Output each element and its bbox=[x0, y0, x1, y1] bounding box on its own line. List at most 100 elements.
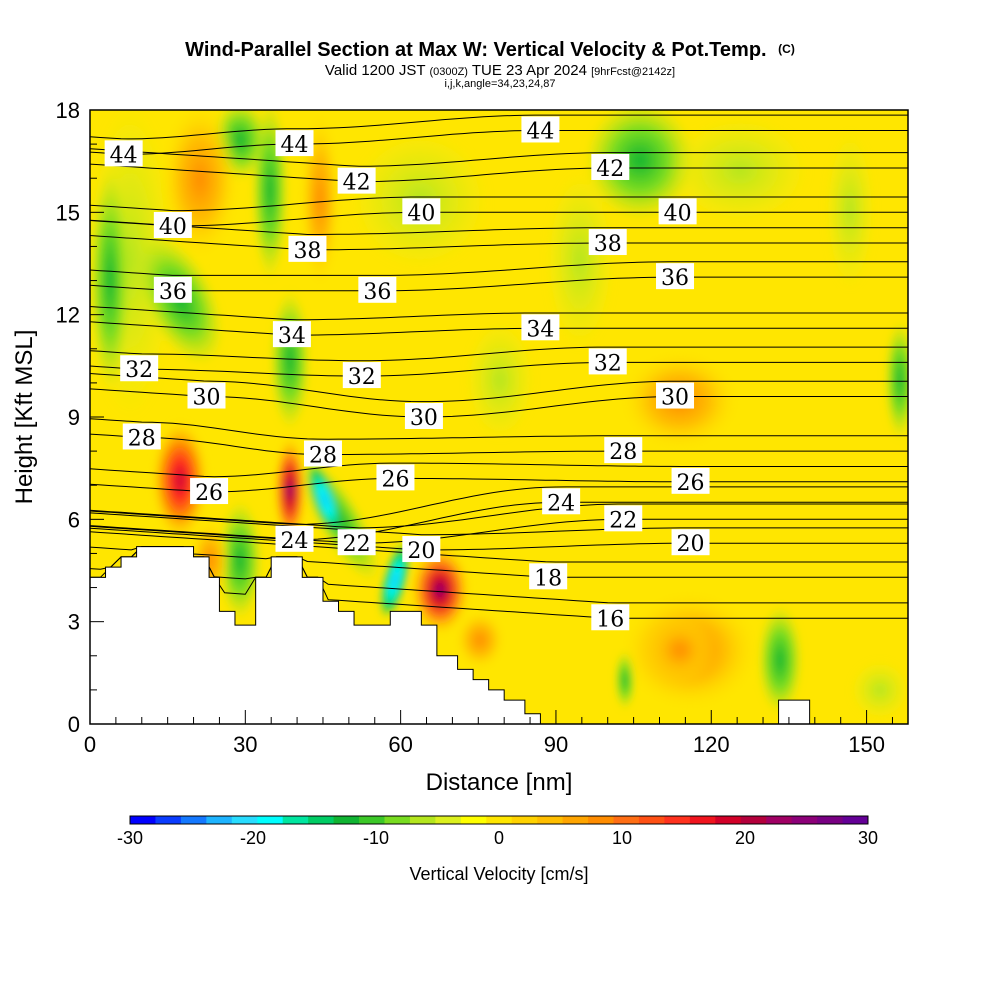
contour-label: 20 bbox=[402, 536, 441, 564]
svg-text:30: 30 bbox=[410, 406, 438, 431]
isentrope-line bbox=[90, 346, 908, 362]
svg-text:26: 26 bbox=[381, 467, 409, 492]
isentrope-line bbox=[90, 321, 908, 336]
colorbar-swatch bbox=[384, 816, 411, 824]
contour-label: 34 bbox=[521, 314, 560, 342]
contour-label: 36 bbox=[153, 276, 192, 305]
colorbar-swatch bbox=[689, 816, 716, 824]
colorbar-tick-label: 0 bbox=[494, 828, 504, 848]
isentrope-line bbox=[90, 518, 908, 544]
isentrope-line bbox=[90, 235, 908, 251]
contour-label: 20 bbox=[671, 529, 710, 557]
theta-isentropes bbox=[90, 114, 908, 619]
svg-text:28: 28 bbox=[128, 426, 156, 451]
svg-text:36: 36 bbox=[661, 266, 689, 291]
colorbar-swatch bbox=[664, 816, 691, 824]
colorbar-swatch bbox=[359, 816, 385, 824]
isentrope-line bbox=[90, 503, 908, 529]
x-tick-label: 60 bbox=[388, 732, 412, 757]
isentrope-line bbox=[90, 211, 908, 227]
contour-label: 28 bbox=[604, 437, 643, 465]
isentrope-line bbox=[90, 276, 908, 292]
svg-text:24: 24 bbox=[281, 529, 309, 554]
svg-text:40: 40 bbox=[159, 215, 187, 240]
x-axis: 0 30 60 90 120 150 bbox=[84, 710, 893, 757]
colorbar-swatch bbox=[511, 816, 538, 824]
contour-label: 36 bbox=[656, 263, 695, 291]
contour-labels: 44 44 44 42 42 40 40 40 38 38 36 36 36 34 34 32 32 32 30 30… bbox=[104, 116, 710, 632]
colorbar-title: Vertical Velocity [cm/s] bbox=[409, 864, 588, 884]
contour-label: 44 bbox=[521, 116, 560, 144]
isentrope-line bbox=[90, 219, 908, 235]
contour-label: 32 bbox=[342, 362, 381, 390]
colorbar-swatch bbox=[842, 816, 869, 824]
isentrope-line bbox=[90, 546, 908, 578]
svg-text:36: 36 bbox=[159, 280, 187, 305]
svg-text:20: 20 bbox=[677, 532, 705, 557]
isentrope-line bbox=[90, 486, 908, 525]
svg-text:28: 28 bbox=[309, 444, 337, 469]
contour-label: 38 bbox=[588, 229, 627, 257]
colorbar: -30 -20 -10 0 10 20 30 bbox=[117, 815, 878, 848]
contour-label: 34 bbox=[272, 321, 311, 349]
contour-label: 40 bbox=[402, 198, 441, 226]
colorbar-swatch bbox=[206, 816, 233, 824]
vertical-velocity-field: 44 44 44 42 42 40 40 40 38 38 36 36 36 34 34 32 32 32 30 30… bbox=[90, 110, 908, 724]
contour-label: 40 bbox=[153, 211, 192, 240]
colorbar-swatch bbox=[333, 816, 360, 824]
isentrope-line bbox=[90, 501, 908, 541]
isentrope-line bbox=[90, 433, 908, 455]
svg-text:32: 32 bbox=[594, 351, 622, 376]
chart-title: Wind-Parallel Section at Max W: Vertical… bbox=[185, 39, 795, 61]
chart-indices: i,j,k,angle=34,23,24,87 bbox=[444, 78, 555, 90]
contour-label: 44 bbox=[275, 130, 314, 158]
colorbar-swatch bbox=[155, 816, 182, 824]
isentrope-line bbox=[90, 306, 908, 321]
colorbar-swatch bbox=[435, 816, 462, 824]
isentrope-line bbox=[90, 148, 908, 167]
y-tick-label: 12 bbox=[56, 303, 80, 328]
contour-label: 28 bbox=[303, 440, 342, 469]
svg-text:24: 24 bbox=[547, 491, 575, 516]
svg-text:36: 36 bbox=[363, 280, 391, 305]
svg-text:30: 30 bbox=[661, 386, 689, 411]
contour-label: 44 bbox=[104, 140, 143, 168]
contour-label: 18 bbox=[529, 563, 568, 591]
svg-text:44: 44 bbox=[110, 143, 138, 168]
x-tick-label: 30 bbox=[233, 732, 257, 757]
svg-text:26: 26 bbox=[677, 471, 705, 496]
svg-text:34: 34 bbox=[526, 317, 554, 342]
contour-label: 22 bbox=[337, 529, 376, 557]
isentrope-line bbox=[90, 388, 908, 418]
svg-text:30: 30 bbox=[192, 386, 220, 411]
svg-text:32: 32 bbox=[348, 365, 376, 390]
y-axis: 0 3 6 9 12 15 18 bbox=[56, 98, 104, 737]
svg-text:44: 44 bbox=[281, 133, 309, 158]
colorbar-swatch bbox=[130, 816, 156, 824]
isentrope-line bbox=[90, 361, 908, 377]
isentrope-line bbox=[90, 418, 908, 440]
contour-label: 42 bbox=[337, 167, 376, 196]
isentrope-line bbox=[90, 261, 908, 276]
isentrope-line bbox=[90, 373, 908, 403]
colorbar-swatch bbox=[308, 816, 335, 824]
colorbar-swatch bbox=[409, 816, 436, 824]
colorbar-swatch bbox=[231, 816, 258, 824]
colorbar-swatch bbox=[562, 816, 589, 824]
colorbar-swatch bbox=[817, 816, 844, 824]
isentrope-line bbox=[90, 163, 908, 183]
x-tick-label: 90 bbox=[544, 732, 568, 757]
svg-text:42: 42 bbox=[343, 171, 371, 196]
y-tick-label: 0 bbox=[68, 712, 80, 737]
colorbar-swatch bbox=[257, 816, 284, 824]
svg-text:44: 44 bbox=[526, 119, 554, 144]
colorbar-swatch bbox=[715, 816, 742, 824]
svg-text:38: 38 bbox=[594, 232, 622, 257]
chart-subtitle: Valid 1200 JST (0300Z) TUE 23 Apr 2024 [… bbox=[325, 62, 675, 79]
y-tick-label: 18 bbox=[56, 98, 80, 123]
colorbar-swatch bbox=[537, 816, 564, 824]
colorbar-swatch bbox=[282, 816, 309, 824]
isentrope-line bbox=[90, 130, 908, 155]
terrain-mask bbox=[90, 546, 908, 724]
